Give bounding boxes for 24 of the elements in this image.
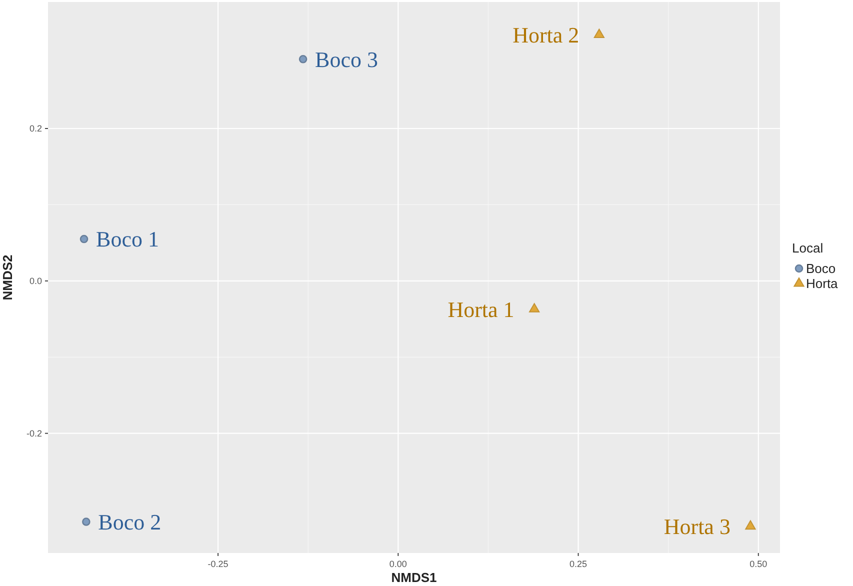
point: [745, 520, 756, 530]
point: [594, 28, 604, 38]
legend-label: Horta: [806, 276, 839, 292]
x-tick-label: 0.25: [570, 559, 588, 569]
point: [298, 55, 308, 64]
y-tick-label: 0.2: [29, 124, 42, 134]
annotation: Boco 2: [98, 509, 162, 534]
x-tick-label: 0.00: [389, 559, 407, 569]
x-tick-label: -0.25: [208, 559, 228, 569]
annotation: Boco 1: [96, 226, 159, 252]
annotation: Boco 3: [315, 46, 378, 72]
x-axis-title: NMDS1: [391, 570, 437, 585]
point: [529, 303, 540, 312]
point: [80, 234, 88, 244]
legend-title: Local: [792, 240, 824, 256]
annotation: Horta 1: [448, 296, 514, 322]
y-tick-label: 0.0: [29, 276, 42, 286]
annotation: Horta 3: [664, 514, 730, 540]
annotation: Horta 2: [512, 22, 580, 48]
legend-label: Boco: [806, 261, 836, 276]
x-tick-label: 0.50: [750, 559, 768, 569]
point: [82, 518, 90, 526]
y-axis-title: NMDS2: [0, 254, 15, 300]
y-tick-label: -0.2: [26, 428, 42, 438]
